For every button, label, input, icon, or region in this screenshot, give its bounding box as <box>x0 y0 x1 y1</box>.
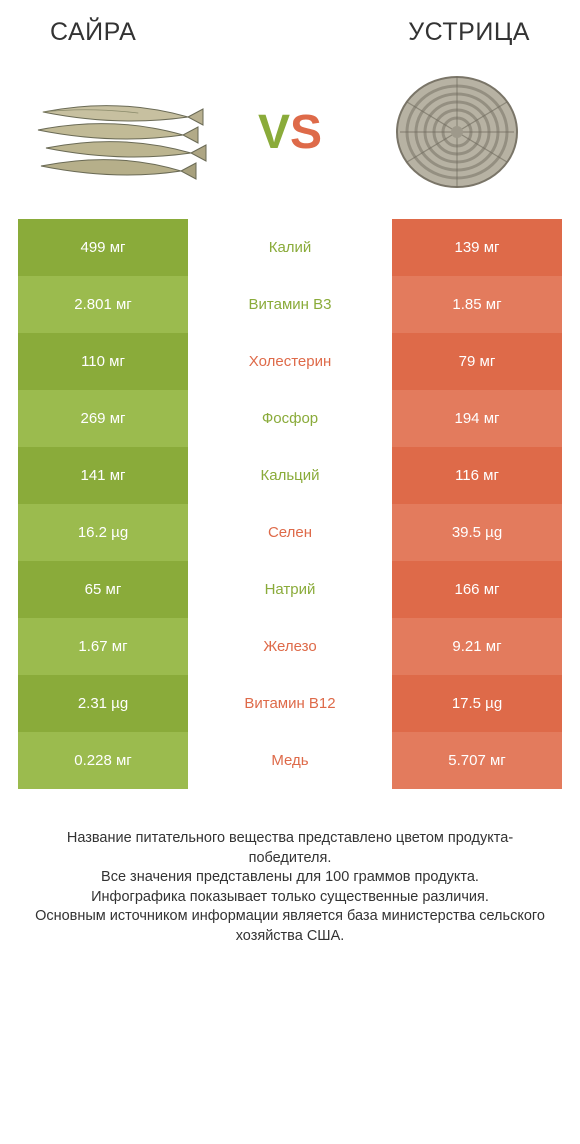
title-left: САЙРА <box>50 18 136 47</box>
vs-label: VS <box>258 105 322 160</box>
nutrient-label: Кальций <box>188 447 392 504</box>
product-image-right <box>362 67 552 197</box>
nutrient-label: Фосфор <box>188 390 392 447</box>
comparison-table: 499 мгКалий139 мг2.801 мгВитамин B31.85 … <box>0 219 580 789</box>
header: САЙРА УСТРИЦА <box>0 0 580 57</box>
hero-row: VS <box>0 57 580 219</box>
value-left: 0.228 мг <box>18 732 188 789</box>
footer-line: Основным источником информации является … <box>26 907 554 946</box>
value-right: 5.707 мг <box>392 732 562 789</box>
value-left: 16.2 µg <box>18 504 188 561</box>
value-left: 1.67 мг <box>18 618 188 675</box>
value-right: 79 мг <box>392 333 562 390</box>
table-row: 110 мгХолестерин79 мг <box>18 333 562 390</box>
product-image-left <box>28 67 218 197</box>
value-left: 2.801 мг <box>18 276 188 333</box>
table-row: 0.228 мгМедь5.707 мг <box>18 732 562 789</box>
title-right: УСТРИЦА <box>408 18 530 47</box>
table-row: 2.801 мгВитамин B31.85 мг <box>18 276 562 333</box>
value-right: 194 мг <box>392 390 562 447</box>
value-left: 499 мг <box>18 219 188 276</box>
table-row: 141 мгКальций116 мг <box>18 447 562 504</box>
value-right: 166 мг <box>392 561 562 618</box>
footer-line: Все значения представлены для 100 граммо… <box>26 868 554 888</box>
nutrient-label: Холестерин <box>188 333 392 390</box>
nutrient-label: Калий <box>188 219 392 276</box>
value-left: 65 мг <box>18 561 188 618</box>
table-row: 269 мгФосфор194 мг <box>18 390 562 447</box>
infographic-root: САЙРА УСТРИЦА <box>0 0 580 976</box>
value-right: 1.85 мг <box>392 276 562 333</box>
value-right: 139 мг <box>392 219 562 276</box>
nutrient-label: Витамин B3 <box>188 276 392 333</box>
nutrient-label: Витамин B12 <box>188 675 392 732</box>
nutrient-label: Натрий <box>188 561 392 618</box>
table-row: 16.2 µgСелен39.5 µg <box>18 504 562 561</box>
table-row: 65 мгНатрий166 мг <box>18 561 562 618</box>
vs-s: S <box>290 106 322 159</box>
vs-v: V <box>258 106 290 159</box>
footer-notes: Название питательного вещества представл… <box>0 789 580 976</box>
value-right: 17.5 µg <box>392 675 562 732</box>
footer-line: Название питательного вещества представл… <box>26 829 554 868</box>
nutrient-label: Железо <box>188 618 392 675</box>
table-row: 499 мгКалий139 мг <box>18 219 562 276</box>
value-left: 110 мг <box>18 333 188 390</box>
value-right: 39.5 µg <box>392 504 562 561</box>
value-left: 2.31 µg <box>18 675 188 732</box>
value-right: 9.21 мг <box>392 618 562 675</box>
value-left: 141 мг <box>18 447 188 504</box>
footer-line: Инфографика показывает только существенн… <box>26 888 554 908</box>
table-row: 2.31 µgВитамин B1217.5 µg <box>18 675 562 732</box>
value-left: 269 мг <box>18 390 188 447</box>
table-row: 1.67 мгЖелезо9.21 мг <box>18 618 562 675</box>
nutrient-label: Селен <box>188 504 392 561</box>
value-right: 116 мг <box>392 447 562 504</box>
nutrient-label: Медь <box>188 732 392 789</box>
